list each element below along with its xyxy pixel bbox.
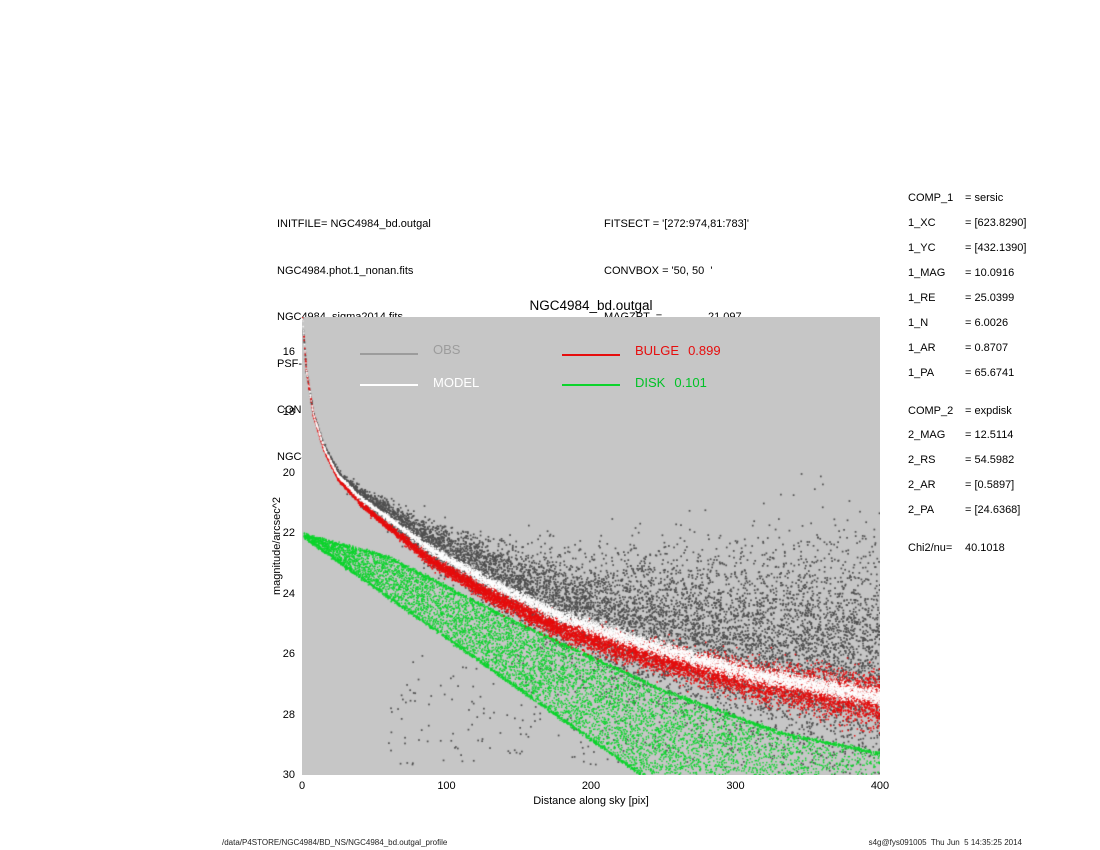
legend-label: MODEL [433, 375, 480, 390]
y-tick-24: 24 [282, 587, 295, 600]
y-tick-20: 20 [282, 466, 295, 479]
convbox-line: CONVBOX = '50, 50 ' [604, 264, 713, 277]
x-tick-300: 300 [726, 780, 745, 792]
profile-scatter-canvas [302, 317, 880, 775]
param-row-chi2nu: Chi2/nu= 40.1018 [908, 536, 1026, 561]
param-key: 2_RS [908, 454, 936, 467]
legend-fraction: 0.899 [688, 343, 721, 358]
legend-label: OBS [433, 342, 461, 357]
legend-fraction: 0.101 [674, 375, 707, 390]
fit-parameters-block: COMP_1 = sersic 1_XC = [623.8290] 1_YC = [4… [908, 186, 1026, 560]
legend-label: BULGE [635, 343, 680, 358]
param-key: 1_YC [908, 242, 936, 255]
param-group-spacer [908, 385, 1026, 398]
legend-model-line [360, 384, 418, 386]
plot-area: OBS MODEL BULGE 0.899 DISK 0.101 [302, 317, 880, 775]
output-path-footer: /data/P4STORE/NGC4984/BD_NS/NGC4984_bd.o… [222, 838, 448, 847]
param-value: = 12.5114 [965, 429, 1014, 442]
x-tick-0: 0 [298, 780, 306, 792]
param-value: = 6.0026 [965, 316, 1009, 329]
param-group-spacer [908, 523, 1026, 536]
param-key: 1_N [908, 316, 929, 329]
param-key: 1_AR [908, 341, 936, 354]
y-axis-label: magnitude/arcsec^2 [271, 496, 283, 596]
param-key: 2_PA [908, 504, 935, 517]
param-value: = [432.1390] [965, 242, 1027, 255]
param-value: 40.1018 [965, 542, 1005, 555]
param-value: = 54.5982 [965, 454, 1015, 467]
legend-obs-label: OBS [433, 342, 460, 357]
param-row-2ar: 2_AR = [0.5897] [908, 473, 1026, 498]
param-row-1xc: 1_XC = [623.8290] [908, 211, 1026, 236]
x-axis-label: Distance along sky [pix] [533, 795, 649, 807]
y-tick-26: 26 [282, 648, 295, 661]
param-value: = [24.6368] [965, 504, 1021, 517]
legend-label: DISK [635, 375, 666, 390]
x-tick-100: 100 [437, 780, 456, 792]
param-row-1pa: 1_PA = 65.6741 [908, 360, 1026, 385]
param-key: 2_AR [908, 479, 936, 492]
param-row-2pa: 2_PA = [24.6368] [908, 498, 1026, 523]
param-value: = 0.8707 [965, 341, 1009, 354]
param-row-1mag: 1_MAG = 10.0916 [908, 261, 1026, 286]
fitsect-line: FITSECT = '[272:974,81:783]' [604, 218, 749, 230]
param-row-comp1: COMP_1 = sersic [908, 186, 1026, 211]
y-tick-28: 28 [282, 708, 295, 721]
param-value: = [0.5897] [965, 479, 1015, 492]
legend-bulge-line [562, 354, 620, 356]
y-tick-18: 18 [282, 406, 295, 419]
param-value: = 25.0399 [965, 292, 1015, 304]
param-row-1re: 1_RE = 25.0399 [908, 286, 1026, 311]
phot-file-line: NGC4984.phot.1_nonan.fits [277, 264, 414, 277]
param-key: 1_MAG [908, 267, 946, 280]
param-value: = 10.0916 [965, 267, 1015, 280]
timestamp-footer: s4g@fys091005 Thu Jun 5 14:35:25 2014 [868, 838, 1022, 847]
legend-model-label: MODEL [433, 375, 479, 390]
legend-bulge-label: BULGE 0.899 [635, 343, 721, 358]
param-key: COMP_1 [908, 192, 954, 205]
param-value: = expdisk [965, 404, 1012, 417]
param-key: 1_PA [908, 366, 935, 379]
param-key: Chi2/nu= [908, 542, 953, 555]
legend-disk-label: DISK 0.101 [635, 375, 707, 390]
param-row-1yc: 1_YC = [432.1390] [908, 236, 1026, 261]
param-row-comp2: COMP_2 = expdisk [908, 398, 1026, 423]
y-tick-30: 30 [282, 769, 295, 781]
x-tick-400: 400 [870, 780, 890, 792]
param-key: 1_RE [908, 292, 936, 304]
param-row-1n: 1_N = 6.0026 [908, 310, 1026, 335]
param-row-2rs: 2_RS = 54.5982 [908, 448, 1026, 473]
param-key: 1_XC [908, 217, 936, 230]
param-value: = [623.8290] [965, 217, 1027, 230]
param-value: = sersic [965, 192, 1004, 205]
param-key: COMP_2 [908, 404, 954, 417]
param-row-1ar: 1_AR = 0.8707 [908, 335, 1026, 360]
y-tick-22: 22 [282, 527, 295, 540]
x-tick-200: 200 [581, 780, 601, 792]
param-key: 2_MAG [908, 429, 946, 442]
param-row-2mag: 2_MAG = 12.5114 [908, 423, 1026, 448]
initfile-line: INITFILE= NGC4984_bd.outgal [277, 218, 431, 230]
y-tick-16: 16 [282, 345, 295, 358]
chart-title: NGC4984_bd.outgal [529, 298, 653, 313]
legend-obs-line [360, 353, 418, 355]
param-value: = 65.6741 [965, 366, 1015, 379]
legend-disk-line [562, 384, 620, 386]
